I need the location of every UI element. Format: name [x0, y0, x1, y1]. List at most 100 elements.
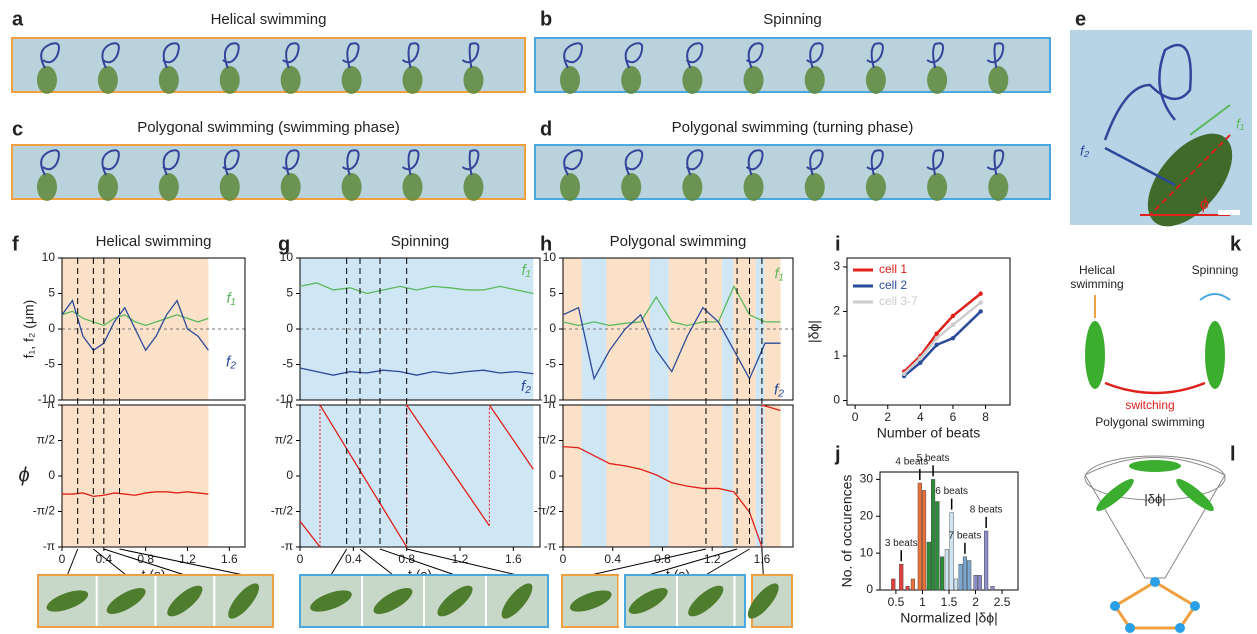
e-phi: ϕ: [1200, 196, 1209, 213]
cell: [805, 173, 825, 201]
x-tick-label: 1: [919, 595, 926, 609]
x-tick-label: 0: [852, 410, 859, 424]
series-label: f₁: [227, 290, 236, 307]
cell: [342, 173, 362, 201]
bar: [963, 557, 967, 590]
cell: [342, 66, 362, 94]
data-point: [951, 314, 955, 318]
x-tick-label: 1.6: [221, 552, 238, 566]
y-tick-label: -π/2: [33, 504, 56, 518]
bar: [906, 586, 910, 590]
x-tick-label: 2.5: [994, 595, 1011, 609]
cell: [463, 66, 483, 94]
data-point: [934, 343, 938, 347]
y-tick-label: -π: [281, 539, 293, 553]
panel-label: l: [1230, 443, 1236, 465]
x-tick-label: 0.5: [888, 595, 905, 609]
x-tick-label: 2: [884, 410, 891, 424]
y-tick-label: 0: [866, 582, 873, 596]
y-axis-label: f₁, f₂ (μm): [21, 300, 37, 359]
y-tick-label: 0: [549, 468, 556, 482]
cell: [621, 173, 641, 201]
image-strip: [12, 38, 525, 92]
x-tick-label: 0.8: [398, 552, 415, 566]
bar: [978, 575, 982, 590]
e-f1: f₁: [1236, 116, 1245, 132]
y-tick-label: π: [548, 397, 556, 411]
k-switching: switching: [1110, 398, 1190, 412]
y-tick-label: 30: [860, 472, 874, 486]
vertex: [1125, 623, 1135, 633]
x-axis-label: Number of beats: [877, 425, 981, 441]
y-axis-label: ϕ: [18, 464, 29, 486]
x-axis-label: Normalized |δϕ|: [900, 610, 998, 626]
data-point: [902, 372, 906, 376]
bar: [899, 564, 903, 590]
x-tick-label: 8: [982, 410, 989, 424]
x-tick-label: 6: [950, 410, 957, 424]
panel-label: d: [540, 118, 552, 140]
cell: [927, 173, 947, 201]
x-tick-label: 0.4: [345, 552, 362, 566]
y-tick-label: 0: [286, 468, 293, 482]
pentagon: [1115, 582, 1195, 628]
cell: [805, 66, 825, 94]
chart-title: Helical swimming: [96, 233, 212, 250]
y-axis-label: |δϕ|: [806, 320, 822, 343]
bar: [935, 502, 939, 591]
data-point: [951, 336, 955, 340]
panel-label: i: [835, 233, 841, 255]
bar: [922, 490, 926, 590]
bar: [911, 579, 915, 590]
cell: [1173, 475, 1217, 515]
vertex: [1175, 623, 1185, 633]
y-tick-label: -5: [545, 357, 556, 371]
k-polygonal: Polygonal swimming: [1075, 415, 1225, 429]
cell: [403, 173, 423, 201]
y-tick-label: π/2: [538, 433, 557, 447]
cell: [98, 66, 118, 94]
y-tick-label: 5: [549, 286, 556, 300]
vertex: [1190, 601, 1200, 611]
cell: [682, 173, 702, 201]
bar: [974, 575, 978, 590]
cell: [744, 173, 764, 201]
bar: [945, 549, 949, 590]
cell: [988, 173, 1008, 201]
e-f2: f₂: [1080, 143, 1090, 159]
cell: [463, 173, 483, 201]
y-tick-label: -π/2: [534, 504, 557, 518]
cell: [1129, 460, 1181, 472]
y-tick-label: 0: [286, 321, 293, 335]
series-line: [904, 311, 981, 376]
legend-label: cell 2: [879, 278, 907, 292]
cell: [988, 66, 1008, 94]
phase-shading: [764, 405, 780, 547]
y-tick-label: π: [285, 397, 293, 411]
y-tick-label: 10: [280, 250, 294, 264]
k-spinning: Spinning: [1180, 263, 1250, 277]
cell: [281, 66, 301, 94]
phase-shading: [756, 405, 765, 547]
phase-shading: [563, 405, 582, 547]
x-tick-label: 0: [59, 552, 66, 566]
phase-shading: [62, 405, 208, 547]
data-point: [934, 336, 938, 340]
legend-label: cell 1: [879, 262, 907, 276]
cell: [927, 66, 947, 94]
k-helical: Helical swimming: [1062, 263, 1132, 291]
y-tick-label: 20: [860, 508, 874, 522]
cell: [159, 173, 179, 201]
series-label: f₂: [774, 382, 784, 399]
l-annotation: |δϕ|: [1144, 491, 1165, 506]
image-title: Helical swimming: [211, 11, 327, 28]
cell: [866, 66, 886, 94]
data-point: [934, 332, 938, 336]
panel-label: c: [12, 118, 23, 140]
y-tick-label: 5: [48, 286, 55, 300]
bar: [918, 483, 922, 590]
y-tick-label: -π/2: [271, 504, 294, 518]
x-tick-label: 4: [917, 410, 924, 424]
bar-group-label: 7 beats: [949, 530, 982, 541]
y-tick-label: -5: [282, 357, 293, 371]
